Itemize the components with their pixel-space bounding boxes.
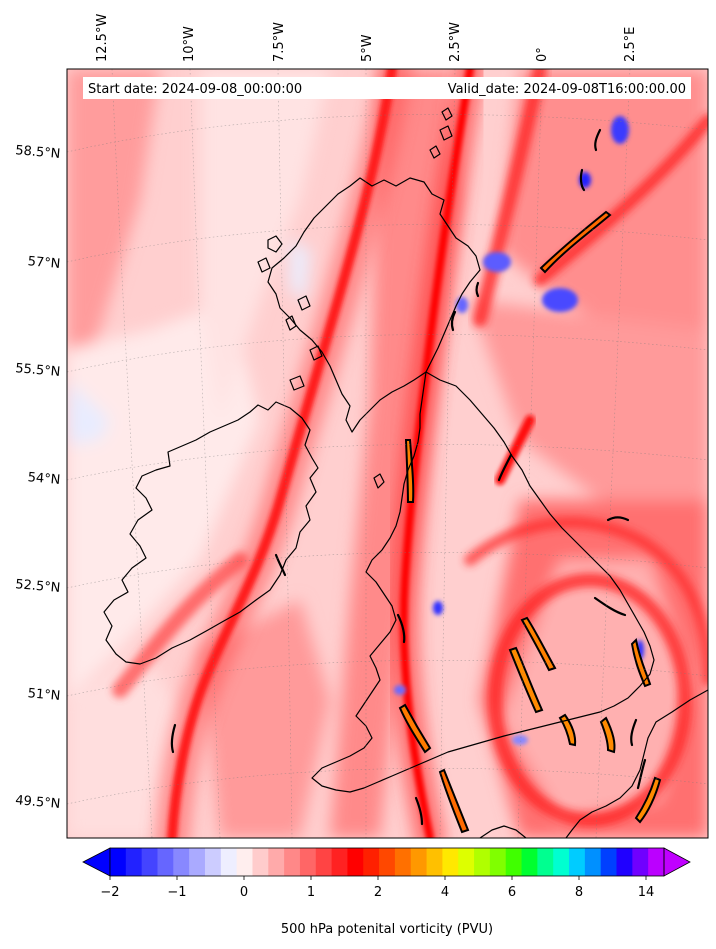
lon-tick-label: 7.5°W <box>272 22 287 62</box>
lat-tick-label: 49.5°N <box>15 793 61 812</box>
graticule <box>67 69 708 838</box>
colorbar-extend-max <box>663 847 691 877</box>
colorbar-swatch <box>632 848 649 876</box>
valid-date-label: Valid_date: 2024-09-08T16:00:00.00 <box>448 82 686 97</box>
colorbar-swatch <box>616 848 633 876</box>
colorbar-title: 500 hPa potenital vorticity (PVU) <box>281 922 493 937</box>
colorbar-swatch <box>299 848 317 876</box>
colorbar-swatch <box>489 848 507 876</box>
lon-tick-label: 10°W <box>182 26 197 62</box>
lat-tick-label: 52.5°N <box>15 577 61 596</box>
lon-tick-label: 2.5°W <box>448 22 463 62</box>
colorbar-frame <box>109 847 665 877</box>
date-info-box <box>83 77 691 99</box>
colorbar-tick-label: 8 <box>575 885 583 900</box>
colorbar-swatch <box>442 848 459 876</box>
colorbar-swatch <box>458 848 475 876</box>
map-panel <box>67 69 708 838</box>
lon-tick-label: 2.5°E <box>623 27 638 62</box>
colorbar-swatch <box>125 848 143 876</box>
colorbar-swatch <box>600 848 618 876</box>
colorbar-swatch <box>584 848 602 876</box>
colorbar-tick-label: 4 <box>441 885 449 900</box>
lon-tick-label: 12.5°W <box>95 14 110 62</box>
colorbar-swatch <box>331 848 349 876</box>
start-date-label: Start date: 2024-09-08_00:00:00 <box>88 82 302 97</box>
lat-tick-label: 57°N <box>27 254 61 272</box>
colorbar-swatch <box>236 848 254 876</box>
colorbar-tick-label: 1 <box>307 885 315 900</box>
colorbar-swatches <box>110 848 665 876</box>
scottish-islands-coastline <box>257 107 453 391</box>
colorbar-swatch <box>110 848 127 876</box>
colorbar-swatch <box>204 848 222 876</box>
colorbar-tick-label: 2 <box>374 885 382 900</box>
colorbar-swatch <box>426 848 443 876</box>
colorbar-tick-label: 0 <box>240 885 248 900</box>
england-wales-coastline <box>311 371 655 793</box>
colorbar-tick-label: −1 <box>167 885 186 900</box>
colorbar-swatch <box>553 848 570 876</box>
pv-streamers <box>112 69 708 838</box>
colorbar-swatch <box>220 848 238 876</box>
colorbar-swatch <box>347 848 364 876</box>
colorbar-swatch <box>537 848 554 876</box>
colorbar-tick-label: −2 <box>100 885 119 900</box>
lat-tick-label: 51°N <box>27 686 61 704</box>
high-pv-filaments <box>398 210 662 834</box>
lat-tick-label: 58.5°N <box>15 143 61 162</box>
colorbar-swatch <box>410 848 428 876</box>
colorbar-tick-label: 6 <box>508 885 516 900</box>
colorbar-swatch <box>394 848 412 876</box>
colorbar-tick-label: 14 <box>638 885 655 900</box>
colorbar-swatch <box>315 848 333 876</box>
colorbar-swatch <box>648 848 665 876</box>
ireland-coastline <box>103 401 319 665</box>
coastlines <box>103 107 708 838</box>
france-coastline <box>479 825 527 838</box>
colorbar-swatch <box>252 848 269 876</box>
colorbar-extend-min <box>82 847 111 877</box>
isle-of-man-coastline <box>373 473 385 489</box>
colorbar-swatch <box>363 848 380 876</box>
scotland-coastline <box>267 177 481 433</box>
colorbar: −2 −1 0 1 2 4 6 8 14 500 hPa potenital v… <box>82 847 691 937</box>
longitude-tick-labels: 12.5°W 10°W 7.5°W 5°W 2.5°W 0° 2.5°E <box>95 14 638 62</box>
colorbar-swatch <box>379 848 396 876</box>
pv-contour-lines <box>170 128 647 826</box>
colorbar-swatch <box>569 848 586 876</box>
colorbar-swatch <box>284 848 301 876</box>
colorbar-ticks <box>109 876 647 880</box>
colorbar-swatch <box>173 848 190 876</box>
lon-tick-label: 5°W <box>360 34 375 62</box>
colorbar-swatch <box>521 848 538 876</box>
map-frame <box>66 68 709 839</box>
lat-tick-label: 55.5°N <box>15 361 61 380</box>
colorbar-swatch <box>189 848 206 876</box>
colorbar-swatch <box>141 848 159 876</box>
colorbar-swatch <box>505 848 523 876</box>
colorbar-swatch <box>474 848 491 876</box>
colorbar-swatch <box>268 848 285 876</box>
lat-tick-label: 54°N <box>27 470 61 488</box>
latitude-tick-labels: 58.5°N 57°N 55.5°N 54°N 52.5°N 51°N 49.5… <box>15 143 61 812</box>
continent-coastline <box>565 689 708 838</box>
colorbar-swatch <box>157 848 174 876</box>
lon-tick-label: 0° <box>535 47 550 62</box>
